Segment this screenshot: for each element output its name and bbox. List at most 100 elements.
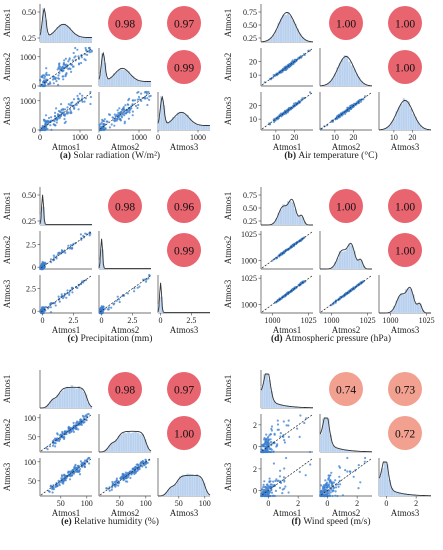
scatter-point xyxy=(108,489,111,492)
scatter-point xyxy=(336,494,339,498)
scatter-point xyxy=(273,433,276,436)
histogram-bar xyxy=(298,215,302,226)
scatter-point xyxy=(66,289,69,292)
histogram-bar xyxy=(343,250,347,270)
x-axis-label: Atmos2 xyxy=(332,508,361,518)
scatter-point xyxy=(44,84,47,87)
scatter-point xyxy=(58,434,62,437)
y-axis-label: Atmos2 xyxy=(2,419,12,448)
y-tick-label: 0.50 xyxy=(243,204,257,213)
y-tick-label: 0.75 xyxy=(243,8,257,17)
scatter-point xyxy=(99,123,102,126)
kde-curve xyxy=(98,51,151,83)
scatter-point xyxy=(78,468,82,471)
histogram-bar xyxy=(80,388,83,409)
kde-curve xyxy=(379,99,431,131)
scatter-point xyxy=(272,462,275,465)
scatter-point xyxy=(275,445,278,448)
scatter-point xyxy=(63,121,66,125)
scatter-point xyxy=(80,61,83,65)
fit-line xyxy=(261,458,313,496)
scatter-point xyxy=(327,478,330,481)
scatter-point xyxy=(330,482,333,485)
scatter-point xyxy=(336,483,340,486)
scatter-point xyxy=(68,108,72,111)
scatter-point xyxy=(72,425,75,428)
scatter-point xyxy=(81,97,84,100)
scatter-point xyxy=(286,66,289,69)
x-tick-label: 50 xyxy=(116,499,124,508)
x-tick-label: 2.5 xyxy=(127,316,137,325)
corr-circle-r12 xyxy=(108,189,142,223)
scatter-point xyxy=(67,103,70,106)
scatter-point xyxy=(85,48,88,51)
scatter-point xyxy=(69,104,72,107)
histogram-bar xyxy=(198,476,201,497)
histogram-bar xyxy=(400,293,403,314)
x-axis-label: Atmos1 xyxy=(52,325,81,335)
scatter-point xyxy=(131,114,134,117)
histogram-bar xyxy=(134,431,137,453)
scatter-point xyxy=(54,445,57,448)
corr-value-r12: 1.00 xyxy=(336,19,356,31)
histogram-bar xyxy=(61,24,64,43)
y-tick-label: 0.25 xyxy=(243,217,257,226)
scatter-point xyxy=(78,92,81,95)
corr-circle-r23 xyxy=(167,416,201,450)
scatter-point xyxy=(268,446,271,449)
scatter-point xyxy=(113,120,116,123)
scatter-point xyxy=(120,116,124,119)
scatter-point xyxy=(48,445,52,448)
histogram-bar xyxy=(61,390,64,409)
scatter-point xyxy=(46,120,49,123)
x-axis-label: Atmos3 xyxy=(391,508,420,518)
scatter-point xyxy=(334,486,338,489)
scatter-point xyxy=(49,82,52,85)
scatter-point xyxy=(298,435,301,438)
histogram-bar xyxy=(200,479,204,497)
scatter-point xyxy=(338,475,341,478)
scatter-point xyxy=(136,91,139,94)
scatter-point xyxy=(85,459,88,462)
scatter-point xyxy=(287,491,290,494)
y-axis-label: Atmos1 xyxy=(2,9,12,38)
scatter-point xyxy=(287,435,290,438)
scatter-point xyxy=(77,108,80,111)
scatter-point xyxy=(73,106,76,109)
scatter-point xyxy=(262,444,265,447)
scatter-point xyxy=(264,485,267,489)
scatter-point xyxy=(110,123,113,126)
caption-text: Solar radiation (W/m²) xyxy=(73,150,160,161)
scatter-point xyxy=(329,491,332,494)
scatter-point xyxy=(79,233,82,236)
scatter-point xyxy=(62,482,65,485)
scatter-point xyxy=(113,480,116,484)
scatter-point xyxy=(284,485,287,488)
scatter-point xyxy=(113,113,116,116)
scatter-point xyxy=(70,70,73,73)
scatter-point xyxy=(285,424,288,427)
histogram-bar xyxy=(186,473,189,497)
scatter-point xyxy=(363,460,366,463)
scatter-point xyxy=(54,124,57,127)
scatter-point xyxy=(148,95,151,98)
y-tick-label: 0 xyxy=(32,82,36,91)
histogram-bar xyxy=(141,81,145,87)
histogram-bar xyxy=(115,71,119,87)
scatter-point xyxy=(269,450,272,454)
histogram-bar xyxy=(105,78,109,87)
scatter-point xyxy=(263,437,266,440)
scatter-point xyxy=(346,456,349,460)
y-axis-label: Atmos3 xyxy=(223,279,233,308)
scatter-point xyxy=(270,427,273,430)
scatter-point xyxy=(44,73,48,76)
scatter-point xyxy=(84,46,87,50)
scatter-point xyxy=(145,92,148,95)
scatter-point xyxy=(274,489,277,492)
scatter-point xyxy=(49,124,52,127)
scatter-point xyxy=(103,118,106,121)
scatter-point xyxy=(84,279,87,282)
scatter-point xyxy=(122,106,125,109)
